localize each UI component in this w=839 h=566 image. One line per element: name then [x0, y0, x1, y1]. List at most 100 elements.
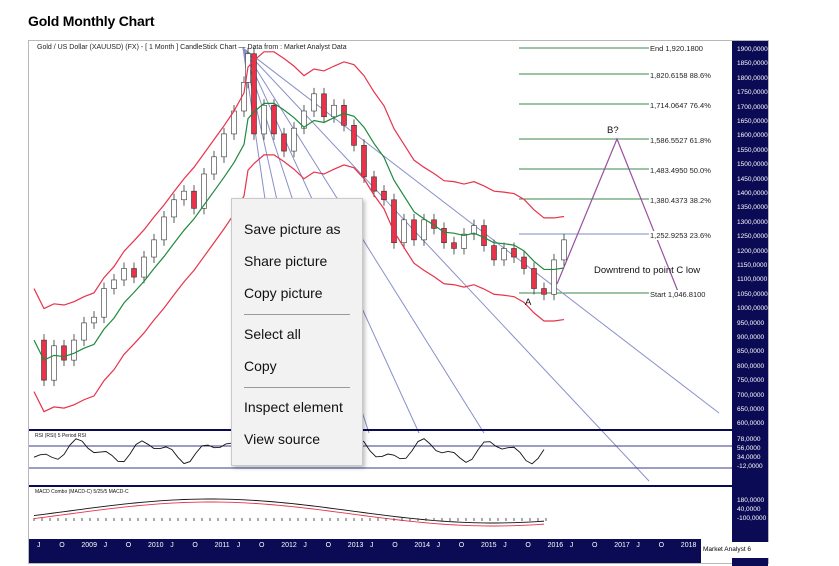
fib-label-start: Start 1,046.8100	[649, 290, 707, 299]
menu-separator	[244, 314, 350, 315]
time-tick: O	[592, 542, 598, 549]
candle-body	[531, 268, 537, 289]
price-tick: 750,0000	[737, 377, 765, 385]
menu-item-save-picture[interactable]: Save picture as	[244, 221, 341, 237]
candle-body	[201, 173, 207, 209]
downtrend-label: Downtrend to point C low	[594, 265, 701, 276]
price-tick: 1600,0000	[737, 132, 768, 140]
macd-line	[33, 498, 545, 524]
rsi-tick: 78,0000	[737, 436, 761, 443]
candle-body	[411, 219, 417, 241]
price-tick: 1700,0000	[737, 103, 768, 111]
menu-item-copy[interactable]: Copy	[244, 358, 277, 374]
context-menu: Save picture as Share picture Copy pictu…	[231, 198, 363, 466]
fib-label-end: End 1,920.1800	[649, 44, 704, 53]
rsi-tick: -12,0000	[737, 463, 763, 470]
candle-body	[281, 133, 287, 152]
price-tick: 600,0000	[737, 420, 765, 428]
candle-body	[331, 104, 337, 118]
bollinger-lower	[33, 154, 565, 413]
price-tick: 650,0000	[737, 406, 765, 413]
candle-body	[291, 127, 297, 152]
candle-body	[221, 133, 227, 158]
panel-divider	[29, 429, 732, 431]
chart-image[interactable]: Gold / US Dollar (XAUUSD) (FX) - [ 1 Mon…	[28, 40, 770, 566]
candle-body	[451, 242, 457, 249]
candle-body	[271, 104, 277, 135]
candle-body	[51, 345, 57, 381]
price-tick: 1250,0000	[737, 233, 768, 241]
candle-body	[91, 316, 97, 324]
candle-body	[61, 345, 67, 361]
rsi-tick: 56,0000	[737, 445, 761, 452]
time-tick: J	[503, 542, 507, 549]
price-tick: 800,0000	[737, 362, 765, 370]
label-b: B?	[607, 125, 619, 136]
candle-body	[311, 93, 317, 112]
candle-body	[321, 93, 327, 118]
candle-body	[351, 125, 357, 146]
rsi-label: RSI (RSI) 5 Period RSI	[35, 433, 87, 439]
candle-body	[401, 219, 407, 244]
price-chart	[29, 47, 732, 527]
price-tick: 1300,0000	[737, 218, 768, 226]
rsi-tick: 34,0000	[737, 454, 761, 461]
brand-label: Market Analyst 6	[701, 542, 770, 558]
candle-body	[151, 239, 157, 258]
page-title: Gold Monthly Chart	[28, 13, 155, 29]
candle-body	[211, 156, 217, 175]
fan-line	[242, 47, 650, 482]
time-tick: 2014	[414, 542, 430, 549]
candle-body	[511, 248, 517, 258]
time-tick: O	[658, 542, 665, 549]
time-tick: 2010	[148, 542, 164, 549]
candle-body	[161, 216, 167, 241]
time-tick: 2016	[547, 542, 564, 549]
time-tick: J	[569, 542, 574, 549]
time-tick: O	[259, 542, 265, 549]
time-tick: 2011	[214, 542, 230, 549]
fib-label-236: 1,252.9253 23.6%	[649, 231, 712, 240]
menu-item-view-source[interactable]: View source	[244, 431, 321, 447]
price-tick: 1550,0000	[737, 146, 768, 154]
label-a: A	[525, 297, 532, 308]
time-tick: O	[59, 542, 65, 549]
fib-label-764: 1,714.0647 76.4%	[649, 101, 712, 110]
time-tick: O	[125, 542, 132, 549]
price-tick: 1850,0000	[737, 60, 768, 68]
candle-body	[71, 339, 77, 361]
price-tick: 1900,0000	[737, 46, 768, 53]
time-tick: J	[636, 542, 640, 549]
menu-item-select-all[interactable]: Select all	[244, 326, 301, 342]
price-tick: 1800,0000	[737, 74, 768, 82]
candle-body	[181, 190, 187, 201]
candle-body	[261, 104, 267, 135]
time-tick: J	[37, 542, 41, 549]
menu-item-inspect-element[interactable]: Inspect element	[244, 399, 343, 415]
price-tick: 1400,0000	[737, 190, 768, 197]
time-tick: O	[192, 542, 198, 549]
price-tick: 1050,0000	[737, 290, 768, 298]
candle-body	[361, 145, 367, 178]
time-tick: J	[303, 542, 307, 549]
price-tick: 1350,0000	[737, 204, 768, 212]
macd-tick: -100,0000	[737, 515, 767, 522]
fib-label-500: 1,483.4950 50.0%	[649, 166, 712, 175]
menu-item-share-picture[interactable]: Share picture	[244, 253, 328, 269]
candle-body	[81, 322, 87, 341]
price-tick: 1450,0000	[737, 175, 768, 183]
macd-signal-line	[33, 501, 545, 527]
price-tick: 900,0000	[737, 334, 765, 341]
menu-item-copy-picture[interactable]: Copy picture	[244, 285, 323, 301]
candle-body	[471, 225, 477, 235]
chart-header: Gold / US Dollar (XAUUSD) (FX) - [ 1 Mon…	[37, 44, 347, 51]
macd-tick: 40,0000	[737, 506, 761, 513]
price-tick: 1750,0000	[737, 89, 768, 97]
time-tick: 2009	[81, 542, 97, 549]
time-tick: O	[525, 542, 531, 549]
candle-body	[501, 248, 507, 261]
fan-line	[242, 47, 485, 434]
panel-divider	[29, 485, 732, 487]
time-tick: O	[325, 542, 332, 549]
macd-tick: 180,0000	[737, 497, 765, 504]
